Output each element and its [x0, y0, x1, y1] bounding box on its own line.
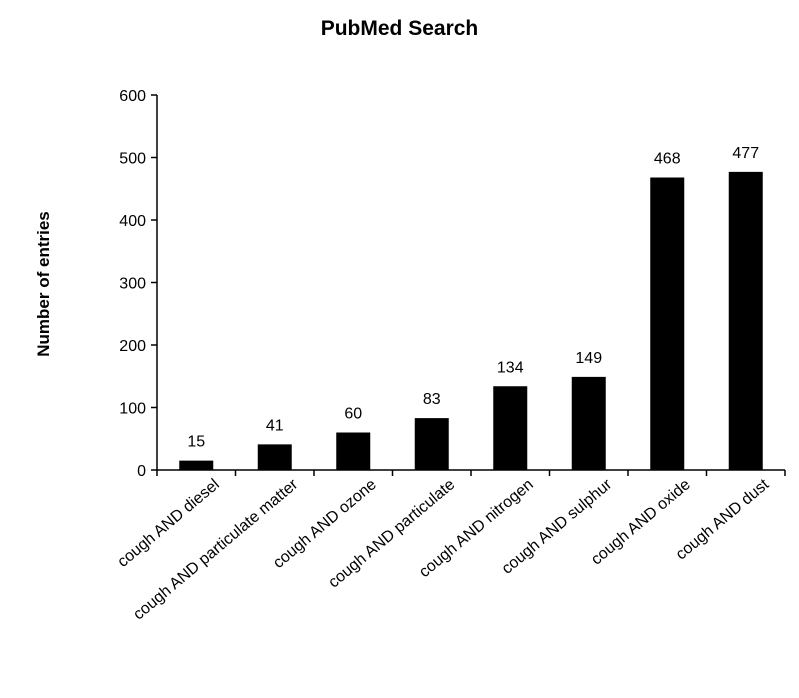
- bar: [493, 386, 528, 470]
- data-label: 15: [187, 434, 205, 451]
- y-tick-label: 500: [119, 151, 146, 168]
- bar: [650, 177, 685, 470]
- category-label: cough AND particulate: [325, 476, 458, 591]
- y-tick-label: 600: [119, 88, 146, 105]
- data-label: 83: [423, 391, 441, 408]
- bar: [728, 171, 763, 470]
- bar: [414, 418, 449, 470]
- axes: [151, 94, 786, 476]
- bar: [179, 460, 214, 470]
- bar: [571, 376, 606, 470]
- category-label: cough AND particulate matter: [130, 476, 302, 624]
- data-label: 60: [344, 406, 362, 423]
- y-tick-label: 400: [119, 213, 146, 230]
- y-tick-label: 300: [119, 276, 146, 293]
- data-label: 468: [654, 151, 681, 168]
- bars: [179, 171, 763, 470]
- y-tick-label: 200: [119, 338, 146, 355]
- data-label: 149: [575, 350, 602, 367]
- data-label: 41: [266, 417, 284, 434]
- bar: [336, 432, 371, 470]
- bar: [257, 444, 292, 470]
- y-tick-label: 100: [119, 401, 146, 418]
- chart-title: PubMed Search: [320, 17, 479, 40]
- data-label: 477: [732, 145, 759, 162]
- y-tick-label: 0: [137, 463, 146, 480]
- data-label: 134: [497, 359, 524, 376]
- y-axis-title: Number of entries: [34, 211, 53, 356]
